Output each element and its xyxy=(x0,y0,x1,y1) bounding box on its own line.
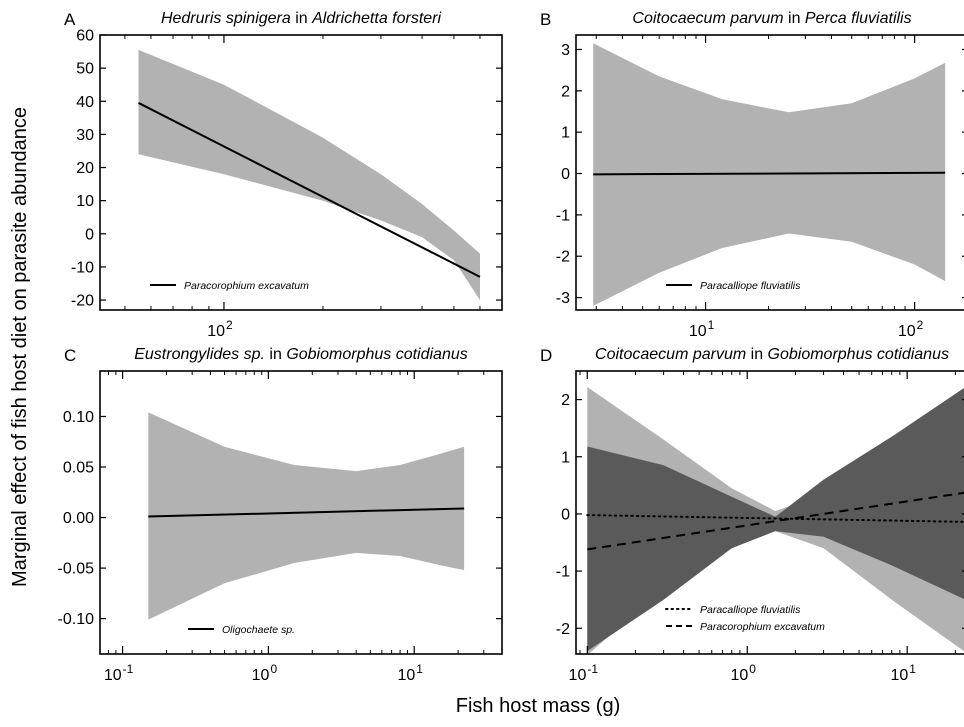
panel-letter: B xyxy=(540,10,551,29)
y-tick-label: -20 xyxy=(71,293,94,310)
y-tick-label: 50 xyxy=(76,61,94,78)
y-tick-label: 2 xyxy=(561,392,570,409)
x-tick-label-exponent: 1 xyxy=(909,662,916,676)
ci-band-paracorophium-excavatum xyxy=(587,387,964,652)
panel-title-part: Coitocaecum parvum xyxy=(632,10,783,27)
y-tick-label: 3 xyxy=(561,42,570,59)
panel-title-part: Gobiomorphus cotidianus xyxy=(286,346,467,363)
panel-b: 3 2 1 0 -1 -2 -3 101 102 B Coitocaecum parvum in P… xyxy=(540,10,964,340)
panel-title: Hedruris spinigera in Aldrichetta forste… xyxy=(161,10,442,27)
x-tick-label-exponent: -1 xyxy=(123,662,134,676)
y-tick-label: 10 xyxy=(76,193,94,210)
plot-frame xyxy=(99,34,503,311)
legend-label: Oligochaete sp. xyxy=(222,624,295,636)
panel-title: Coitocaecum parvum in Perca fluviatilis xyxy=(632,10,911,27)
y-tick-label: 20 xyxy=(76,160,94,177)
legend-label: Paracorophium excavatum xyxy=(700,621,825,633)
x-axis-label: Fish host mass (g) xyxy=(456,695,620,717)
x-tick-label: 102 xyxy=(898,318,924,340)
x-tick-label: 100 xyxy=(252,662,278,684)
y-tick-label: -2 xyxy=(556,621,570,638)
y-tick-label: 0 xyxy=(561,506,570,523)
y-tick-label: 2 xyxy=(561,83,570,100)
y-tick-label: 60 xyxy=(76,28,94,45)
x-tick-label: 101 xyxy=(890,662,916,684)
y-tick-label: -0.05 xyxy=(58,561,95,578)
x-tick-label-exponent: -1 xyxy=(587,662,598,676)
panel-a: 60 50 40 30 20 10 0 -10 -20 102 A Hedruris spiniger… xyxy=(64,10,503,340)
panel-title-part: Gobiomorphus cotidianus xyxy=(768,346,949,363)
y-tick-label: -2 xyxy=(556,249,570,266)
y-tick-label: -0.10 xyxy=(58,611,95,628)
y-tick-label: 0.10 xyxy=(63,409,94,426)
x-tick-label: 101 xyxy=(689,318,715,340)
y-tick-label: 0 xyxy=(561,166,570,183)
panel-letter: D xyxy=(540,346,552,365)
y-tick-label: 40 xyxy=(76,94,94,111)
fit-line-oligochaete-sp- xyxy=(148,507,465,518)
y-tick-label: -10 xyxy=(71,259,94,276)
y-tick-label: -1 xyxy=(556,207,570,224)
panel-title-part: in xyxy=(784,10,805,27)
panel-title-part: Eustrongylides sp. xyxy=(134,346,265,363)
panel-title-part: in xyxy=(746,346,767,363)
panel-title-part: Coitocaecum parvum xyxy=(595,346,746,363)
fit-line-paracorophium-excavatum xyxy=(587,491,964,551)
legend-label: Paracalliope fluviatilis xyxy=(700,604,801,616)
fit-line-paracorophium-excavatum xyxy=(138,102,481,278)
panel-title-part: Aldrichetta forsteri xyxy=(311,10,441,27)
x-tick-label: 102 xyxy=(207,318,233,340)
x-tick-label-exponent: 1 xyxy=(708,318,715,332)
y-tick-label: 0.00 xyxy=(63,510,94,527)
plot-frame xyxy=(575,34,964,311)
x-tick-label: 100 xyxy=(730,662,756,684)
legend-label: Paracorophium excavatum xyxy=(184,280,309,292)
x-tick-label-exponent: 1 xyxy=(416,662,423,676)
x-tick-label: 10-1 xyxy=(569,662,599,684)
ci-band-paracorophium-excavatum xyxy=(138,49,480,301)
y-tick-label: -1 xyxy=(556,564,570,581)
y-tick-label: -3 xyxy=(556,290,570,307)
y-tick-label: 0.05 xyxy=(63,460,94,477)
legend-label: Paracalliope fluviatilis xyxy=(700,280,801,292)
fit-line-paracalliope-fluviatilis xyxy=(593,171,946,176)
panel-title: Eustrongylides sp. in Gobiomorphus cotid… xyxy=(134,346,468,363)
y-tick-label: 1 xyxy=(561,449,570,466)
panel-title: Coitocaecum parvum in Gobiomorphus cotid… xyxy=(595,346,949,363)
x-tick-label-exponent: 0 xyxy=(270,662,277,676)
panel-title-part: in xyxy=(265,346,286,363)
ci-band-paracalliope-fluviatilis xyxy=(593,43,946,306)
y-tick-label: 0 xyxy=(85,226,94,243)
panel-title-part: in xyxy=(291,10,312,27)
y-tick-label: 1 xyxy=(561,125,570,142)
panel-title-part: Perca fluviatilis xyxy=(805,10,912,27)
y-axis-label: Marginal effect of fish host diet on par… xyxy=(9,107,31,587)
plot-frame xyxy=(99,370,503,655)
x-tick-label-exponent: 2 xyxy=(226,318,233,332)
x-tick-label: 101 xyxy=(397,662,423,684)
panel-letter: A xyxy=(64,10,76,29)
x-tick-label-exponent: 2 xyxy=(917,318,924,332)
x-tick-label: 10-1 xyxy=(104,662,134,684)
y-tick-label: 30 xyxy=(76,127,94,144)
ci-band-oligochaete-sp- xyxy=(148,412,465,620)
panel-letter: C xyxy=(64,346,76,365)
panel-title-part: Hedruris spinigera xyxy=(161,10,291,27)
x-tick-label-exponent: 0 xyxy=(749,662,756,676)
plot-frame xyxy=(575,370,964,655)
